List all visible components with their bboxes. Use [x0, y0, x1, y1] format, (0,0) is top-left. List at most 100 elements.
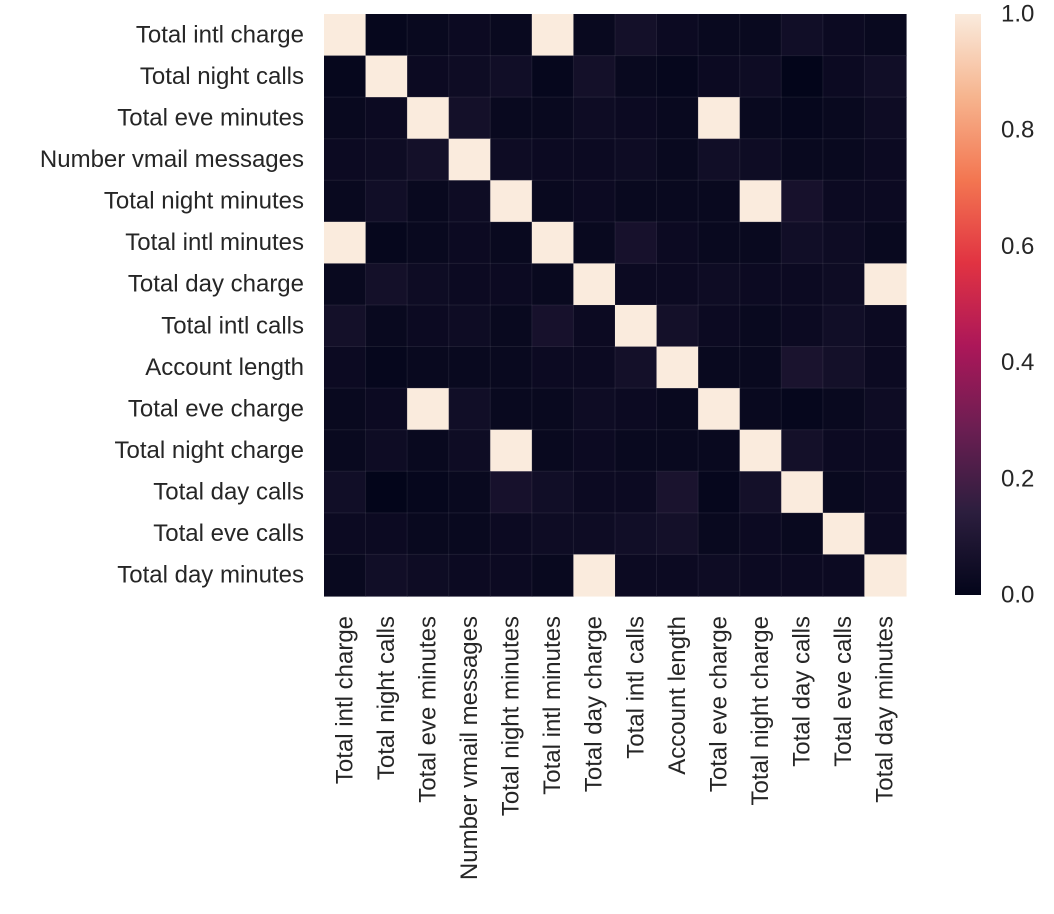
row-label: Total day calls: [153, 479, 304, 506]
heatmap-cell: [698, 55, 741, 98]
heatmap-cell: [448, 429, 491, 472]
heatmap-cell: [531, 388, 575, 431]
heatmap-cell: [573, 221, 616, 265]
heatmap-cell: [324, 138, 367, 181]
heatmap-cell: [324, 471, 367, 514]
heatmap-cell: [781, 263, 824, 306]
heatmap-cell: [698, 512, 741, 556]
column-label: Total eve minutes: [414, 616, 441, 803]
heatmap-cell: [490, 138, 533, 181]
heatmap-cell: [324, 180, 367, 223]
column-label: Total day charge: [581, 616, 608, 792]
heatmap-cell: [365, 346, 408, 389]
heatmap-cell: [324, 512, 367, 556]
heatmap-cell: [864, 554, 907, 597]
row-label: Total eve calls: [153, 520, 304, 547]
heatmap-cell: [324, 429, 367, 472]
row-label: Total night charge: [115, 437, 304, 464]
heatmap-cell: [781, 55, 824, 98]
heatmap-cell: [490, 512, 533, 556]
heatmap-cell: [822, 554, 866, 597]
heatmap-cell: [614, 180, 658, 223]
heatmap-cell: [490, 554, 533, 597]
heatmap-cell: [656, 221, 699, 265]
heatmap-cell: [448, 304, 491, 348]
heatmap-cell: [822, 97, 866, 140]
column-label: Total day calls: [789, 616, 816, 767]
heatmap-cell: [365, 263, 408, 306]
heatmap-cell: [448, 138, 491, 181]
column-label: Number vmail messages: [456, 616, 483, 880]
heatmap-cell: [698, 554, 741, 597]
heatmap-cell: [490, 346, 533, 389]
heatmap-cell: [573, 346, 616, 389]
heatmap-cell: [864, 263, 907, 306]
heatmap-cell: [448, 471, 491, 514]
heatmap-cell: [531, 346, 575, 389]
heatmap-cell: [822, 14, 866, 57]
column-label: Total intl calls: [622, 616, 649, 759]
row-label: Account length: [145, 354, 304, 381]
heatmap-cell: [614, 388, 658, 431]
heatmap-cell: [490, 471, 533, 514]
heatmap-cell: [490, 263, 533, 306]
heatmap-cell: [864, 180, 907, 223]
heatmap-cell: [573, 55, 616, 98]
heatmap-cell: [739, 138, 782, 181]
heatmap-cell: [531, 221, 575, 265]
heatmap-cell: [448, 14, 491, 57]
heatmap-cell: [864, 388, 907, 431]
column-label: Total eve calls: [830, 616, 857, 767]
column-label: Total eve charge: [705, 616, 732, 792]
heatmap-cell: [573, 429, 616, 472]
heatmap-cell: [614, 263, 658, 306]
heatmap-cell: [365, 55, 408, 98]
heatmap-cell: [739, 512, 782, 556]
heatmap-cell: [864, 304, 907, 348]
row-label: Total intl minutes: [125, 229, 304, 256]
heatmap-cell: [365, 180, 408, 223]
heatmap-cell: [864, 138, 907, 181]
heatmap-cell: [531, 14, 575, 57]
heatmap-cell: [448, 512, 491, 556]
heatmap-cell: [531, 138, 575, 181]
heatmap-cell: [739, 221, 782, 265]
heatmap-cell: [822, 346, 866, 389]
heatmap-cell: [365, 97, 408, 140]
heatmap-cell: [490, 221, 533, 265]
row-label: Total intl charge: [136, 21, 304, 48]
heatmap-cell: [490, 97, 533, 140]
heatmap-cell: [656, 180, 699, 223]
row-labels: Total intl charge Total night calls Total …: [40, 21, 304, 588]
heatmap-cell: [739, 55, 782, 98]
heatmap-cell: [407, 429, 450, 472]
heatmap-cell: [490, 180, 533, 223]
heatmap-cell: [698, 388, 741, 431]
heatmap-cell: [739, 346, 782, 389]
heatmap-cell: [324, 554, 367, 597]
heatmap-cell: [490, 14, 533, 57]
heatmap-cell: [698, 180, 741, 223]
column-label: Total night charge: [747, 616, 774, 805]
heatmap-cell: [407, 554, 450, 597]
heatmap-cell: [656, 471, 699, 514]
heatmap-cell: [739, 180, 782, 223]
column-label: Total intl charge: [331, 616, 358, 784]
heatmap-cell: [490, 55, 533, 98]
heatmap-cell: [407, 14, 450, 57]
heatmap-cell: [573, 471, 616, 514]
heatmap-cell: [365, 14, 408, 57]
heatmap-cell: [656, 554, 699, 597]
heatmap-cell: [698, 304, 741, 348]
heatmap-cell: [324, 388, 367, 431]
heatmap-cell: [781, 429, 824, 472]
heatmap-cell: [407, 55, 450, 98]
column-label: Account length: [664, 616, 691, 775]
colorbar-gradient: [955, 14, 981, 595]
heatmap-cell: [531, 512, 575, 556]
heatmap-cell: [656, 97, 699, 140]
heatmap-cell: [407, 221, 450, 265]
heatmap-cell: [864, 471, 907, 514]
heatmap-cell: [698, 346, 741, 389]
column-label: Total day minutes: [872, 616, 899, 803]
